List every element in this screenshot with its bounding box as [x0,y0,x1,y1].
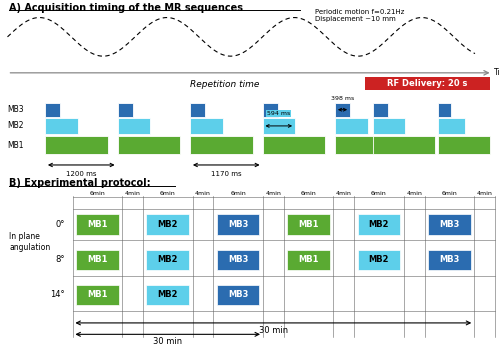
Text: 8°: 8° [56,255,65,264]
Text: MB3: MB3 [7,105,24,114]
Bar [262,118,295,134]
Bar [262,136,325,154]
Text: MB3: MB3 [439,220,460,229]
Bar [428,214,470,235]
Text: 4min: 4min [195,191,211,196]
Text: 6min: 6min [160,191,176,196]
Text: MB2: MB2 [158,255,178,264]
Text: 398 ms: 398 ms [331,96,354,101]
Bar [288,250,330,270]
Bar [358,214,401,235]
Bar [190,136,252,154]
Text: MB1: MB1 [87,220,108,229]
Bar [118,102,132,117]
Text: 6min: 6min [371,191,387,196]
Bar [365,77,490,90]
Text: Periodic motion f=0.21Hz
Displacement ~10 mm: Periodic motion f=0.21Hz Displacement ~1… [315,9,404,22]
Bar [358,250,401,270]
Bar [190,102,205,117]
Text: 0°: 0° [56,220,65,229]
Bar [217,285,260,305]
Bar [146,250,189,270]
Text: MB2: MB2 [158,290,178,299]
Text: Repetition time: Repetition time [190,80,260,89]
Text: 30 min: 30 min [153,337,182,346]
Text: 4min: 4min [406,191,422,196]
Bar [372,136,435,154]
Text: MB1: MB1 [298,255,319,264]
Bar [217,250,260,270]
Text: 4min: 4min [124,191,140,196]
Bar [45,136,108,154]
Bar [438,102,450,117]
Bar [428,250,470,270]
Text: Time: Time [494,68,500,77]
Text: 4min: 4min [476,191,492,196]
Bar [438,118,465,134]
Text: 6min: 6min [230,191,246,196]
Bar [335,102,350,117]
Text: 6min: 6min [442,191,458,196]
Bar [438,136,490,154]
Bar [190,118,222,134]
Bar [76,285,118,305]
Bar [45,118,78,134]
Text: RF Delivery: 20 s: RF Delivery: 20 s [388,79,468,88]
Text: 14°: 14° [50,290,65,299]
Text: A) Acquisition timing of the MR sequences: A) Acquisition timing of the MR sequence… [9,2,243,13]
Bar [76,214,118,235]
Bar [288,214,330,235]
Text: MB2: MB2 [368,220,389,229]
Text: B) Experimental protocol:: B) Experimental protocol: [9,178,150,188]
Bar [372,118,405,134]
Text: In plane
angulation: In plane angulation [9,232,50,252]
Text: MB3: MB3 [228,220,248,229]
Text: MB3: MB3 [439,255,460,264]
Text: 30 min: 30 min [259,326,288,335]
Text: 6min: 6min [90,191,105,196]
Text: 594 ms: 594 ms [267,111,290,116]
Bar [146,214,189,235]
Bar [262,102,278,117]
Text: MB2: MB2 [7,121,24,131]
Text: MB3: MB3 [228,255,248,264]
Bar [217,214,260,235]
Text: 6min: 6min [300,191,316,196]
Bar [76,250,118,270]
Text: MB1: MB1 [7,141,24,150]
Text: MB1: MB1 [298,220,319,229]
Bar [372,102,388,117]
Text: MB2: MB2 [368,255,389,264]
Bar [335,136,398,154]
Bar [118,118,150,134]
Bar [146,285,189,305]
Text: 4min: 4min [266,191,281,196]
Bar [118,136,180,154]
Text: MB3: MB3 [228,290,248,299]
Text: MB1: MB1 [87,255,108,264]
Text: MB1: MB1 [87,290,108,299]
Bar [45,102,60,117]
Text: MB2: MB2 [158,220,178,229]
Text: 1170 ms: 1170 ms [211,171,242,177]
Text: 4min: 4min [336,191,351,196]
Text: 1200 ms: 1200 ms [66,171,96,177]
Bar [335,118,368,134]
